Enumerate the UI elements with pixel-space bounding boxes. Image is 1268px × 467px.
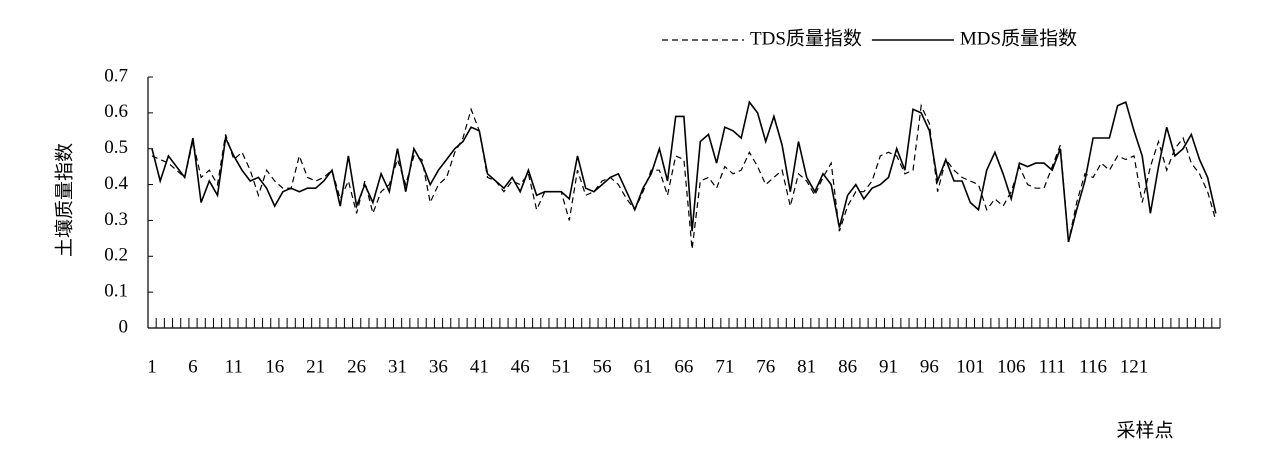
x-tick-label: 6 — [188, 356, 198, 377]
x-tick-label: 36 — [429, 356, 448, 377]
y-axis-label: 土壤质量指数 — [53, 143, 75, 257]
x-tick-label: 91 — [879, 356, 898, 377]
y-tick-label: 0.6 — [104, 101, 128, 122]
x-tick-label: 26 — [347, 356, 366, 377]
x-tick-label: 86 — [838, 356, 857, 377]
x-tick-label: 51 — [552, 356, 571, 377]
y-tick-label: 0.1 — [104, 281, 128, 302]
y-tick-label: 0.5 — [104, 137, 128, 158]
x-tick-label: 61 — [633, 356, 652, 377]
x-tick-label: 111 — [1039, 356, 1066, 377]
x-tick-label: 76 — [756, 356, 775, 377]
x-tick-label: 31 — [388, 356, 407, 377]
legend-label: TDS质量指数 — [750, 27, 862, 49]
x-tick-label: 81 — [797, 356, 816, 377]
x-tick-label: 121 — [1120, 356, 1149, 377]
y-tick-label: 0.2 — [104, 245, 128, 266]
x-tick-label: 96 — [920, 356, 939, 377]
y-tick-label: 0.4 — [104, 173, 128, 194]
x-tick-label: 46 — [511, 356, 530, 377]
x-tick-label: 41 — [470, 356, 489, 377]
y-tick-label: 0 — [119, 316, 129, 337]
x-tick-label: 71 — [715, 356, 734, 377]
x-tick-label: 11 — [225, 356, 243, 377]
series-line — [151, 100, 1217, 243]
x-axis-label: 采样点 — [1116, 419, 1173, 441]
y-tick-label: 0.7 — [104, 65, 128, 86]
x-tick-label: 56 — [593, 356, 612, 377]
x-tick-label: 16 — [265, 356, 284, 377]
x-tick-label: 106 — [997, 356, 1026, 377]
x-tick-label: 116 — [1079, 356, 1107, 377]
x-tick-label: 101 — [956, 356, 985, 377]
y-tick-label: 0.3 — [104, 209, 128, 230]
x-tick-label: 1 — [147, 356, 157, 377]
x-tick-label: 66 — [674, 356, 693, 377]
x-tick-label: 21 — [306, 356, 325, 377]
legend-label: MDS质量指数 — [960, 27, 1077, 49]
